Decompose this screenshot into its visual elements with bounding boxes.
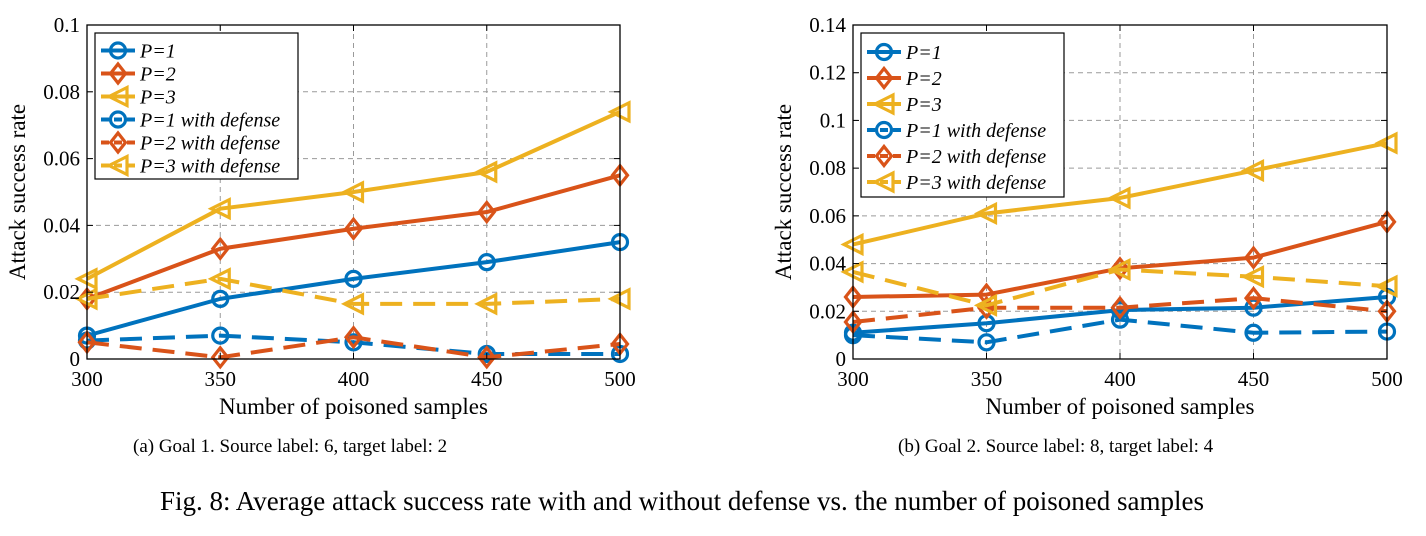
legend-label-b-2: P=3 (905, 94, 942, 116)
x-tick-label-b: 500 (1371, 367, 1403, 391)
series-line-b-5 (852, 267, 1388, 308)
x-tick-label-a: 500 (604, 367, 636, 391)
data-point-b-0-3 (1244, 298, 1263, 317)
legend-marker-a-3 (108, 110, 128, 129)
data-point-b-2-2 (1107, 186, 1131, 210)
x-tick-label-b: 400 (1104, 367, 1136, 391)
data-point-a-4-3 (477, 345, 497, 370)
y-tick-label-b: 0.06 (809, 204, 846, 228)
data-point-b-5-2 (1107, 257, 1131, 282)
legend-marker-b-4 (874, 143, 894, 169)
legend-marker-b-5 (871, 170, 895, 194)
x-tick-label-a: 350 (205, 367, 237, 391)
data-point-a-1-3 (477, 199, 497, 225)
data-point-a-4-1 (210, 345, 230, 370)
data-point-a-2-3 (474, 160, 498, 184)
legend-label-a-5: P=3 with defense (139, 156, 280, 178)
x-tick-label-b: 450 (1238, 367, 1270, 391)
data-point-b-3-3 (1244, 323, 1263, 342)
legend-box-b (860, 32, 1065, 198)
series-line-a-1 (86, 173, 621, 301)
y-tick-label-a: 0 (70, 347, 81, 371)
legend-label-a-1: P=2 (139, 64, 176, 86)
data-point-a-0-2 (344, 269, 363, 288)
data-point-a-2-2 (340, 180, 365, 204)
series-line-b-4 (852, 296, 1388, 325)
y-tick-label-a: 0.1 (54, 13, 80, 37)
y-tick-label-b: 0.08 (809, 156, 846, 180)
x-tick-label-b: 300 (837, 367, 869, 391)
series-line-b-2 (852, 141, 1388, 247)
x-axis-label-a: Number of poisoned samples (219, 394, 488, 419)
chart-b: 300 350 400 450 500 0 0.02 0.04 0.06 0.08 0.1 0.12 0… (771, 13, 1403, 419)
legend-marker-a-1 (108, 61, 128, 86)
legend-marker-b-3 (874, 120, 894, 140)
series-line-a-0 (86, 240, 621, 338)
y-tick-label-a: 0.06 (43, 147, 80, 171)
legend-marker-a-0 (108, 41, 128, 60)
subfigure-caption-b: (b) Goal 2. Source label: 8, target labe… (898, 436, 1214, 457)
data-point-a-0-3 (477, 253, 496, 272)
x-tick-label-b: 350 (971, 367, 1003, 391)
data-point-b-5-3 (1240, 265, 1265, 289)
data-point-b-4-3 (1243, 286, 1264, 311)
data-point-b-4-2 (1110, 295, 1130, 320)
y-tick-label-a: 0.02 (43, 280, 80, 304)
series-line-a-4 (86, 335, 621, 360)
legend-box-a (94, 32, 299, 180)
x-axis-label-b: Number of poisoned samples (986, 394, 1255, 419)
legend-label-b-4: P=2 with defense (905, 146, 1046, 168)
data-point-b-2-3 (1240, 158, 1265, 183)
legend-marker-b-2 (871, 92, 895, 116)
data-point-a-4-2 (343, 325, 364, 350)
data-point-b-3-2 (1110, 310, 1130, 329)
y-tick-label-b: 0.12 (809, 61, 846, 85)
legend-label-a-2: P=3 (139, 87, 176, 109)
data-point-a-5-1 (207, 267, 231, 291)
legend-marker-b-0 (874, 42, 894, 62)
legend-marker-a-2 (105, 84, 129, 109)
series-line-a-2 (86, 110, 621, 281)
y-tick-label-b: 0.1 (820, 108, 846, 132)
data-point-a-3-2 (344, 333, 363, 352)
y-tick-label-a: 0.08 (43, 80, 80, 104)
legend-label-a-3: P=1 with defense (139, 110, 280, 132)
data-point-b-3-1 (977, 333, 996, 352)
subfigure-caption-a: (a) Goal 1. Source label: 6, target labe… (133, 436, 448, 457)
y-axis-label-a: Attack success rate (5, 104, 30, 280)
data-point-b-2-1 (973, 201, 998, 226)
legend-label-b-0: P=1 (905, 42, 942, 64)
y-axis-label-b: Attack success rate (771, 104, 796, 280)
series-line-a-5 (86, 276, 621, 306)
data-point-b-5-1 (973, 293, 998, 317)
legend-marker-a-4 (108, 130, 128, 155)
data-point-a-1-1 (210, 236, 230, 261)
data-point-a-3-1 (211, 326, 230, 345)
y-tick-label-b: 0.04 (809, 252, 846, 276)
data-point-a-5-2 (340, 292, 365, 316)
data-point-b-1-3 (1243, 245, 1264, 270)
y-tick-label-b: 0.02 (809, 299, 846, 323)
figure-caption: Fig. 8: Average attack success rate with… (160, 486, 1204, 516)
data-point-a-0-1 (211, 289, 230, 308)
data-point-b-1-2 (1110, 256, 1130, 281)
data-point-a-2-1 (207, 197, 231, 221)
data-point-a-5-3 (474, 292, 498, 316)
chart-a: 300 350 400 450 500 0 0.02 0.04 0.06 0.08 0.1 Numbe… (5, 13, 636, 419)
legend-label-b-5: P=3 with defense (905, 172, 1046, 194)
x-tick-label-a: 450 (471, 367, 503, 391)
x-tick-label-a: 400 (338, 367, 370, 391)
y-tick-label-b: 0.14 (809, 13, 846, 37)
legend-label-a-4: P=2 with defense (139, 133, 280, 155)
legend-label-b-3: P=1 with defense (905, 120, 1046, 142)
y-tick-label-b: 0 (836, 347, 847, 371)
legend-marker-a-5 (105, 153, 129, 178)
y-tick-label-a: 0.04 (43, 213, 80, 237)
legend-label-a-0: P=1 (139, 41, 176, 63)
data-point-a-1-2 (343, 216, 364, 241)
x-tick-label-a: 300 (71, 367, 103, 391)
legend-label-b-1: P=2 (905, 68, 942, 90)
legend-marker-b-1 (874, 65, 894, 91)
